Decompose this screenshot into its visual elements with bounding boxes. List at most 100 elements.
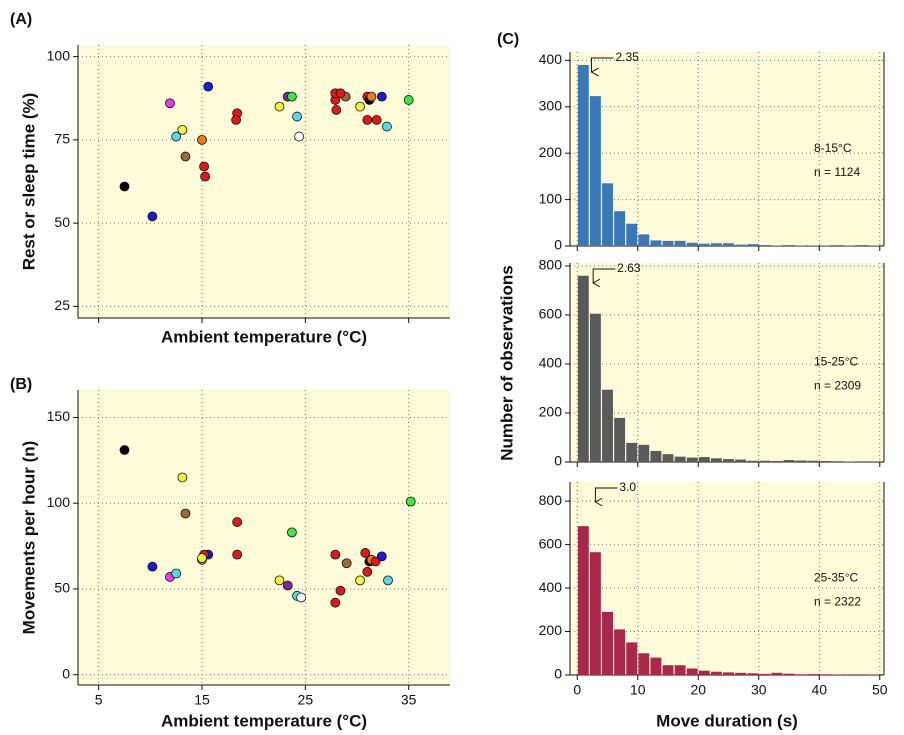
bar [771, 672, 783, 675]
bar [735, 244, 747, 246]
point [119, 181, 130, 192]
bar [759, 460, 771, 462]
y-tick-label: 600 [539, 306, 563, 322]
bar [710, 243, 722, 246]
n-label: n = 2322 [814, 595, 861, 609]
x-tick-label: 5 [95, 692, 103, 708]
bar [638, 234, 650, 246]
bar [662, 240, 674, 246]
bar [856, 245, 868, 246]
point [171, 131, 182, 142]
y-tick-label: 300 [539, 97, 563, 113]
point [231, 115, 242, 125]
point [165, 98, 175, 109]
median-label: 3.0 [619, 480, 636, 494]
point [147, 211, 158, 222]
bar [698, 243, 710, 246]
y-axis-label: Movements per hour (n) [19, 441, 38, 635]
point [274, 101, 285, 112]
x-tick-label: 15 [194, 692, 210, 708]
bar [686, 457, 698, 462]
bar [747, 460, 759, 462]
y-axis-label: Number of observations [497, 265, 516, 461]
x-axis-label: Move duration (s) [656, 711, 798, 730]
bar [686, 668, 698, 675]
point [296, 592, 307, 603]
panel-label: (A) [10, 11, 32, 28]
x-tick-label: 40 [811, 682, 827, 698]
bar [759, 245, 771, 246]
bar [614, 211, 626, 246]
point [286, 527, 297, 538]
plot-background [78, 45, 450, 318]
point [180, 508, 191, 519]
bar [783, 460, 795, 462]
median-arrow [593, 268, 616, 283]
x-tick-label: 30 [751, 682, 767, 698]
point [331, 105, 342, 115]
y-tick-label: 100 [47, 47, 71, 63]
bar [698, 670, 710, 675]
x-tick-label: 50 [872, 682, 888, 698]
x-tick-label: 20 [690, 682, 706, 698]
y-tick-label: 600 [539, 535, 563, 551]
bar [589, 552, 601, 675]
bar [589, 313, 601, 462]
y-tick-label: 200 [539, 144, 563, 160]
median-label: 2.63 [617, 261, 641, 275]
point [405, 496, 416, 507]
median-arrow [595, 487, 618, 502]
x-axis-label: Ambient temperature (°C) [161, 327, 367, 346]
bar [783, 673, 795, 675]
point [362, 566, 373, 577]
bar [735, 459, 747, 462]
y-tick-label: 0 [554, 666, 562, 682]
x-tick-label: 35 [401, 692, 417, 708]
median-arrow [591, 57, 614, 72]
point [180, 151, 191, 162]
point [341, 558, 352, 569]
y-tick-label: 25 [54, 297, 70, 313]
bar [577, 526, 589, 675]
bar [819, 461, 831, 462]
point [282, 580, 293, 591]
bar [723, 243, 734, 246]
bar [626, 642, 638, 675]
x-tick-label: 25 [298, 692, 314, 708]
bar [686, 242, 698, 246]
point [376, 551, 387, 562]
bar [759, 673, 771, 675]
point [355, 575, 366, 586]
x-tick-label: 10 [630, 682, 646, 698]
y-tick-label: 0 [62, 665, 70, 681]
point [171, 568, 182, 579]
bar [710, 671, 722, 675]
bar [638, 653, 650, 675]
point [382, 121, 392, 132]
y-tick-label: 75 [54, 131, 70, 147]
bar [650, 240, 662, 246]
point [366, 91, 377, 102]
plot-background [78, 390, 450, 685]
bar [831, 461, 843, 462]
y-tick-label: 400 [539, 579, 563, 595]
bar [819, 674, 831, 675]
bar [662, 454, 674, 462]
point [147, 561, 158, 572]
y-tick-label: 200 [539, 404, 563, 420]
bar [674, 456, 686, 462]
point [294, 131, 305, 142]
point [177, 124, 188, 135]
y-axis-label: Rest or sleep time (%) [19, 93, 38, 271]
bar [650, 657, 662, 675]
bar [602, 611, 613, 675]
bar [674, 240, 686, 246]
y-tick-label: 150 [47, 408, 71, 424]
bar [602, 183, 613, 246]
median-label: 2.35 [615, 50, 639, 64]
y-tick-label: 100 [539, 190, 563, 206]
x-axis-label: Ambient temperature (°C) [161, 711, 367, 730]
group-label: 15-25°C [814, 355, 858, 369]
bar [723, 459, 734, 462]
point [292, 111, 302, 122]
